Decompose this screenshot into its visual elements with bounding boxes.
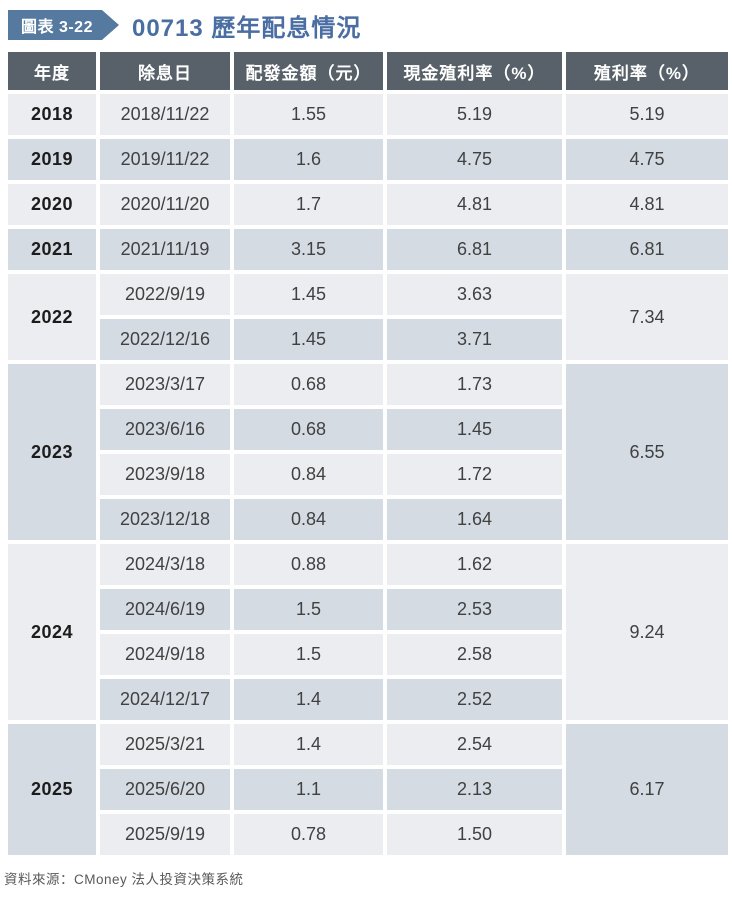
amount-cell: 1.1	[234, 769, 383, 810]
cash-yield-cell: 1.50	[387, 814, 562, 855]
ex-dividend-date-cell: 2023/9/18	[100, 454, 230, 495]
table-header-row: 年度 除息日 配發金額（元） 現金殖利率（%） 殖利率（%）	[8, 52, 728, 90]
table-row: 2025 2025/3/21 1.4 2.54 6.17	[8, 724, 728, 855]
figure-badge-label: 圖表 3-22	[21, 19, 93, 36]
ex-dividend-date-cell: 2025/6/20	[100, 769, 230, 810]
cash-yield-cell: 1.73	[387, 364, 562, 405]
cash-yield-cell: 3.71	[387, 319, 562, 360]
amount-cell: 0.84	[234, 499, 383, 540]
annual-yield-cell: 5.19	[566, 94, 728, 135]
cash-yield-cell: 2.58	[387, 634, 562, 675]
ex-dividend-date-cell: 2023/6/16	[100, 409, 230, 450]
cash-yield-cell: 3.63	[387, 274, 562, 315]
figure-header: 圖表 3-22 00713 歷年配息情況	[0, 0, 732, 48]
year-cell: 2021	[8, 229, 96, 270]
ex-dividend-date-cell: 2023/12/18	[100, 499, 230, 540]
cash-yield-cell: 1.45	[387, 409, 562, 450]
ex-dividend-date-cell: 2025/3/21	[100, 724, 230, 765]
ex-dividend-date-cell: 2021/11/19	[100, 229, 230, 270]
annual-yield-cell: 9.24	[566, 544, 728, 720]
column-header: 殖利率（%）	[566, 52, 728, 90]
amount-cell: 0.68	[234, 409, 383, 450]
annual-yield-cell: 7.34	[566, 274, 728, 360]
table-row: 2022/12/16 1.45 3.71	[8, 319, 728, 360]
annual-yield-cell: 6.17	[566, 724, 728, 855]
annual-yield-cell: 4.75	[566, 139, 728, 180]
column-header: 除息日	[100, 52, 230, 90]
amount-cell: 1.5	[234, 589, 383, 630]
table-row: 2019 2019/11/22 1.6 4.75 4.75	[8, 139, 728, 180]
table-row: 2024 2024/3/18 0.88 1.62 9.24	[8, 544, 728, 720]
table-row: 2024/12/17 1.4 2.52	[8, 679, 728, 720]
annual-yield-cell: 4.81	[566, 184, 728, 225]
source-note: 資料來源：CMoney 法人投資決策系統	[4, 872, 244, 887]
ex-dividend-date-cell: 2025/9/19	[100, 814, 230, 855]
table-row: 2022 2022/9/19 1.45 3.63 7.34	[8, 274, 728, 360]
amount-cell: 1.45	[234, 319, 383, 360]
cash-yield-cell: 4.81	[387, 184, 562, 225]
amount-cell: 1.4	[234, 679, 383, 720]
year-cell: 2020	[8, 184, 96, 225]
column-header: 配發金額（元）	[234, 52, 383, 90]
cash-yield-cell: 4.75	[387, 139, 562, 180]
annual-yield-cell: 6.55	[566, 364, 728, 540]
amount-cell: 1.4	[234, 724, 383, 765]
table-row: 2020 2020/11/20 1.7 4.81 4.81	[8, 184, 728, 225]
ex-dividend-date-cell: 2019/11/22	[100, 139, 230, 180]
table-row: 2023/6/16 0.68 1.45	[8, 409, 728, 450]
year-cell: 2019	[8, 139, 96, 180]
amount-cell: 1.6	[234, 139, 383, 180]
table-row: 2025/6/20 1.1 2.13	[8, 769, 728, 810]
cash-yield-cell: 2.13	[387, 769, 562, 810]
table-row: 2023 2023/3/17 0.68 1.73 6.55	[8, 364, 728, 540]
table-row: 2018 2018/11/22 1.55 5.19 5.19	[8, 94, 728, 135]
ex-dividend-date-cell: 2024/9/18	[100, 634, 230, 675]
amount-cell: 1.55	[234, 94, 383, 135]
ex-dividend-date-cell: 2024/6/19	[100, 589, 230, 630]
amount-cell: 0.84	[234, 454, 383, 495]
ex-dividend-date-cell: 2020/11/20	[100, 184, 230, 225]
dividend-history-table: 年度 除息日 配發金額（元） 現金殖利率（%） 殖利率（%） 2018 2018/11/2…	[4, 48, 732, 859]
year-cell: 2025	[8, 724, 96, 855]
table-row: 2023/9/18 0.84 1.72	[8, 454, 728, 495]
year-cell: 2022	[8, 274, 96, 360]
amount-cell: 0.88	[234, 544, 383, 585]
ex-dividend-date-cell: 2023/3/17	[100, 364, 230, 405]
year-cell: 2018	[8, 94, 96, 135]
cash-yield-cell: 2.54	[387, 724, 562, 765]
figure-title: 00713 歷年配息情況	[131, 14, 362, 42]
ex-dividend-date-cell: 2024/12/17	[100, 679, 230, 720]
cash-yield-cell: 5.19	[387, 94, 562, 135]
cash-yield-cell: 2.52	[387, 679, 562, 720]
cash-yield-cell: 1.62	[387, 544, 562, 585]
table-row: 2024/9/18 1.5 2.58	[8, 634, 728, 675]
column-header: 年度	[8, 52, 96, 90]
table-row: 2025/9/19 0.78 1.50	[8, 814, 728, 855]
ex-dividend-date-cell: 2022/9/19	[100, 274, 230, 315]
table-row: 2021 2021/11/19 3.15 6.81 6.81	[8, 229, 728, 270]
amount-cell: 0.68	[234, 364, 383, 405]
year-cell: 2023	[8, 364, 96, 540]
ex-dividend-date-cell: 2024/3/18	[100, 544, 230, 585]
table-row: 2024/6/19 1.5 2.53	[8, 589, 728, 630]
cash-yield-cell: 1.72	[387, 454, 562, 495]
figure-number-badge: 圖表 3-22	[8, 10, 119, 40]
table-row: 2023/12/18 0.84 1.64	[8, 499, 728, 540]
cash-yield-cell: 2.53	[387, 589, 562, 630]
ex-dividend-date-cell: 2018/11/22	[100, 94, 230, 135]
column-header: 現金殖利率（%）	[387, 52, 562, 90]
amount-cell: 1.5	[234, 634, 383, 675]
amount-cell: 1.7	[234, 184, 383, 225]
amount-cell: 3.15	[234, 229, 383, 270]
cash-yield-cell: 6.81	[387, 229, 562, 270]
ex-dividend-date-cell: 2022/12/16	[100, 319, 230, 360]
amount-cell: 0.78	[234, 814, 383, 855]
amount-cell: 1.45	[234, 274, 383, 315]
cash-yield-cell: 1.64	[387, 499, 562, 540]
annual-yield-cell: 6.81	[566, 229, 728, 270]
year-cell: 2024	[8, 544, 96, 720]
